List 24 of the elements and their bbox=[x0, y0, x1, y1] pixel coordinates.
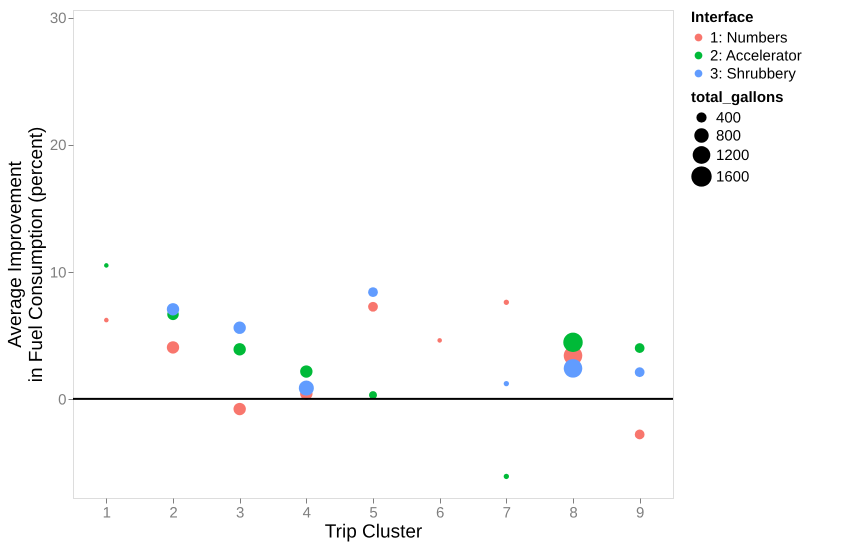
x-tick-label: 9 bbox=[636, 504, 644, 522]
x-tick-label: 6 bbox=[436, 504, 444, 522]
legend-label: 1: Numbers bbox=[710, 30, 788, 46]
x-tick-label: 1 bbox=[102, 504, 112, 522]
legend-label: 1200 bbox=[716, 147, 750, 164]
x-axis-title: Trip Cluster bbox=[324, 522, 423, 542]
legend-label: 2: Accelerator bbox=[710, 48, 802, 64]
y-tick-label: 30 bbox=[50, 10, 66, 28]
x-tick-label: 8 bbox=[569, 504, 578, 522]
x-tick-label: 7 bbox=[502, 504, 512, 522]
y-axis-title: Average Improvement in Fuel Consumption (percent) bbox=[4, 126, 47, 382]
legend-label: 3: Shrubbery bbox=[710, 66, 796, 82]
text: total_gallons bbox=[691, 89, 784, 106]
legend-label: 400 bbox=[716, 110, 742, 126]
y-tick-label: 0 bbox=[58, 391, 66, 408]
x-tick-label: 2 bbox=[169, 504, 178, 522]
legend-label: 1600 bbox=[716, 168, 750, 186]
y-tick-label: 10 bbox=[50, 264, 66, 282]
text: Interface bbox=[691, 9, 754, 26]
x-tick-label: 5 bbox=[369, 504, 378, 522]
x-tick-label: 3 bbox=[236, 504, 244, 522]
legend-label: 800 bbox=[716, 128, 742, 144]
x-tick-label: 4 bbox=[302, 504, 312, 522]
y-tick-label: 20 bbox=[50, 137, 66, 154]
